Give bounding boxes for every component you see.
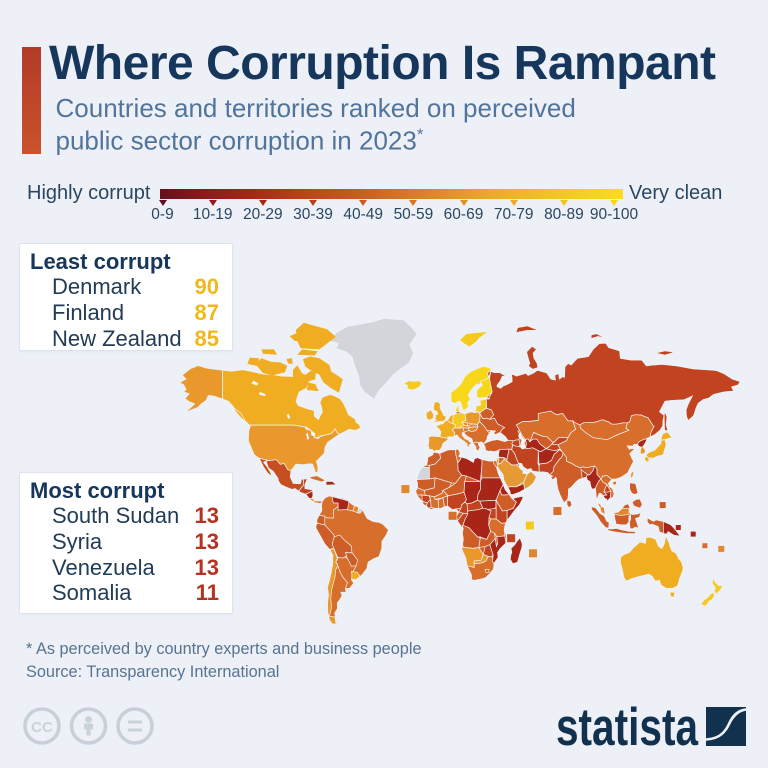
svg-text:statista: statista xyxy=(556,698,698,757)
svg-text:CC: CC xyxy=(31,719,53,736)
